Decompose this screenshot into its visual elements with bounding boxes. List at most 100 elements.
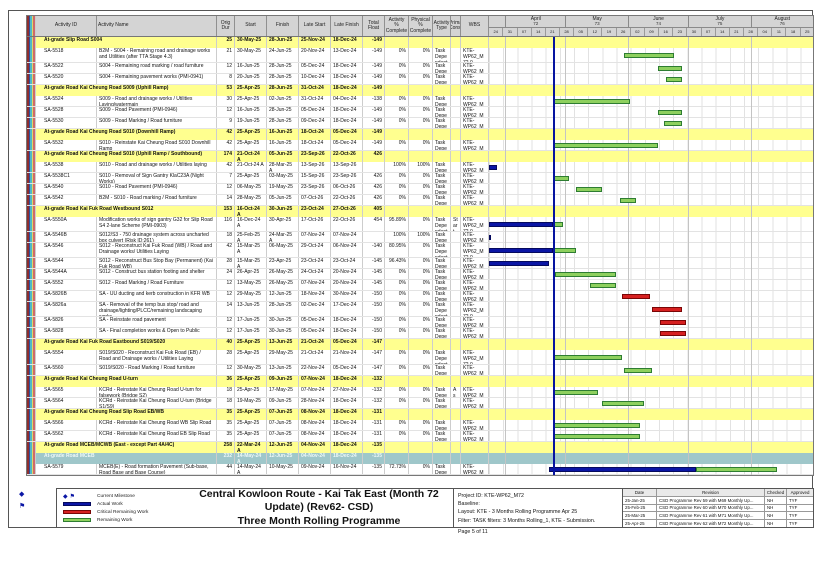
remaining-work-bar[interactable] bbox=[623, 368, 652, 373]
critical-remaining-bar[interactable] bbox=[621, 294, 650, 299]
task-row[interactable]: SA-5538C1 S010 - Removal of Sign Gantry K… bbox=[27, 173, 813, 184]
column-header-ls[interactable]: Late Start bbox=[299, 16, 331, 36]
group-band-row[interactable]: At-grade Road MCEB 232 14-May-24 A 12-Jun-2… bbox=[27, 453, 813, 464]
cell-ap: 0% bbox=[385, 302, 409, 316]
remaining-work-bar[interactable] bbox=[658, 66, 683, 71]
cell-ap: 0% bbox=[385, 269, 409, 279]
column-header-wbs[interactable]: WBS bbox=[461, 16, 489, 36]
group-header-row[interactable]: At-grade Road Kai Cheung Road S009 (Uphi… bbox=[27, 85, 813, 96]
revision-row[interactable]: 25-Jan-25 CSD Programme Rev 59 with M69 M… bbox=[623, 496, 813, 505]
task-row[interactable]: SA-5538 S010 - Road and drainage works / … bbox=[27, 162, 813, 173]
month-label: July bbox=[715, 16, 725, 22]
task-row[interactable]: SA-5550A Modification works of sign gantr… bbox=[27, 217, 813, 232]
remaining-work-bar[interactable] bbox=[575, 187, 602, 192]
critical-remaining-bar[interactable] bbox=[660, 331, 687, 336]
task-row[interactable]: SA-5544 S012 - Reconstruct Bus Stop Bay (… bbox=[27, 258, 813, 269]
remaining-work-bar[interactable] bbox=[553, 355, 622, 360]
remaining-work-bar[interactable] bbox=[666, 77, 683, 82]
column-header-pc[interactable]: Prima Const bbox=[451, 16, 461, 36]
cell-od: 12 bbox=[217, 365, 235, 375]
remaining-work-bar[interactable] bbox=[664, 121, 683, 126]
task-row[interactable]: SA-5522 S004 - Remaining road marking / r… bbox=[27, 63, 813, 74]
revision-row[interactable]: 25-Apr-25 CSD Programme Rev 62 with M72 M… bbox=[623, 520, 813, 527]
task-row[interactable]: SA-5546 S012 - Reconstruct Kai Fuk Road (… bbox=[27, 243, 813, 258]
cell-tf: -150 bbox=[363, 317, 385, 327]
remaining-work-bar[interactable] bbox=[658, 110, 683, 115]
task-row[interactable]: SA-5530 S009 - Road Marking / Road furnit… bbox=[27, 118, 813, 129]
task-row[interactable]: SA-5518 B2M - S004 - Remaining road and d… bbox=[27, 48, 813, 63]
cell-ls: 05-Dec-24 bbox=[299, 63, 331, 73]
remaining-work-bar[interactable] bbox=[623, 53, 675, 58]
critical-remaining-bar[interactable] bbox=[652, 307, 683, 312]
actual-work-bar[interactable] bbox=[549, 467, 697, 472]
actual-work-bar[interactable] bbox=[489, 261, 550, 266]
task-row[interactable]: SA-5564 KCRd - Reinstate Kai Cheung Road … bbox=[27, 398, 813, 409]
remaining-work-bar[interactable] bbox=[553, 248, 576, 253]
task-row[interactable]: SA-5546B S012/S3 - 750 drainage system ac… bbox=[27, 232, 813, 243]
actual-work-bar[interactable] bbox=[489, 165, 498, 170]
remaining-work-bar[interactable] bbox=[553, 390, 598, 395]
remaining-work-bar[interactable] bbox=[553, 423, 640, 428]
revision-row[interactable]: 25-Mar-25 CSD Programme Rev 61 with M71 M… bbox=[623, 512, 813, 521]
task-row[interactable]: SA-5562 KCRd - Reinstate Kai Cheung Road … bbox=[27, 431, 813, 442]
task-row[interactable]: SA-5565 KCRd - Reinstate Kai Cheung Road … bbox=[27, 387, 813, 398]
remaining-work-bar[interactable] bbox=[553, 99, 630, 104]
actual-work-bar[interactable] bbox=[489, 235, 491, 240]
remaining-work-bar[interactable] bbox=[601, 401, 644, 406]
column-header-ap[interactable]: Activity % Complete bbox=[385, 16, 409, 36]
remaining-work-bar[interactable] bbox=[555, 272, 616, 277]
group-header-row[interactable]: At-grade Road Kai Cheung Road Slip Road … bbox=[27, 409, 813, 420]
task-row[interactable]: SA-5560 S019/S020 - Road Marking / Road f… bbox=[27, 365, 813, 376]
task-row[interactable]: SA-5540 S010 - Road Pavement (PMI-0946) 12… bbox=[27, 184, 813, 195]
task-row[interactable]: SA-5826 SA - Reinstate road pavement 12 17-… bbox=[27, 317, 813, 328]
group-header-row[interactable]: At-grade Road Kai Cheung Road U-turn 36 25… bbox=[27, 376, 813, 387]
task-row[interactable]: SA-5528 S009 - Road Pavement (PMI-0946) 12… bbox=[27, 107, 813, 118]
remaining-work-bar[interactable] bbox=[553, 143, 659, 148]
task-row[interactable]: SA-5532 S010 - Reinstate Kai Cheung Road … bbox=[27, 140, 813, 151]
task-row[interactable]: SA-5552 S012 - Road Marking / Road Furnit… bbox=[27, 280, 813, 291]
gantt-cell bbox=[489, 376, 813, 387]
remaining-work-bar[interactable] bbox=[696, 467, 777, 472]
task-row[interactable]: SA-5828 SA - Final completion works & Ope… bbox=[27, 328, 813, 339]
data-date-line[interactable] bbox=[553, 37, 556, 475]
group-header-row[interactable]: At-grade Slip Road S004 25 30-May-25 28-Jun… bbox=[27, 37, 813, 48]
group-header-row[interactable]: At-grade Road MCEB/MCWB (East - except P… bbox=[27, 442, 813, 453]
row-band-stripes bbox=[27, 269, 36, 279]
actual-legend-icon bbox=[63, 502, 93, 506]
task-row[interactable]: SA-5579 MCEB(E) - Road formation Pavement… bbox=[27, 464, 813, 475]
group-header-row[interactable]: At-grade Road Kai Fuk Road Westbound S01… bbox=[27, 206, 813, 217]
remaining-work-bar[interactable] bbox=[553, 176, 570, 181]
task-row[interactable]: SA-5520 S004 - Remaining pavement works (… bbox=[27, 74, 813, 85]
task-row[interactable]: SA-5542 B2M - S010 - Road marking / Road … bbox=[27, 195, 813, 206]
task-row[interactable]: SA-5524 S009 - Road and drainage works / … bbox=[27, 96, 813, 107]
group-header-row[interactable]: At-grade Road Kai Cheung Road S010 (Down… bbox=[27, 129, 813, 140]
column-header-tf[interactable]: Total Float bbox=[363, 16, 385, 36]
revision-row[interactable]: 25-Feb-25 CSD Programme Rev 60 with M70 M… bbox=[623, 504, 813, 513]
cell-at bbox=[433, 409, 451, 420]
actual-work-bar[interactable] bbox=[489, 222, 554, 227]
column-header-lf[interactable]: Late Finish bbox=[331, 16, 363, 36]
task-row[interactable]: SA-5826B SA - UU ducting and kerb constru… bbox=[27, 291, 813, 302]
column-header-start[interactable]: Start bbox=[235, 16, 267, 36]
column-header-name[interactable]: Activity Name bbox=[97, 16, 217, 36]
cell-ap bbox=[385, 206, 409, 217]
remaining-work-bar[interactable] bbox=[589, 283, 616, 288]
group-header-row[interactable]: At-grade Road Kai Fuk Road Eastbound S01… bbox=[27, 339, 813, 350]
column-header-od[interactable]: Orig Dur bbox=[217, 16, 235, 36]
task-row[interactable]: SA-5544A S012 - Construct bus station foo… bbox=[27, 269, 813, 280]
task-row[interactable]: SA-5826a SA - Removal of the temp bus sto… bbox=[27, 302, 813, 317]
cell-pc bbox=[451, 420, 461, 430]
actual-work-bar[interactable] bbox=[489, 248, 554, 253]
column-header-at[interactable]: Activity Type bbox=[433, 16, 451, 36]
remaining-work-bar[interactable] bbox=[553, 434, 640, 439]
column-header-id[interactable]: Activity ID bbox=[36, 16, 97, 36]
task-row[interactable]: SA-5554 S019/S020 - Reconstruct Kai Fuk R… bbox=[27, 350, 813, 365]
column-header-finish[interactable]: Finish bbox=[267, 16, 299, 36]
cell-pp: 0% bbox=[409, 291, 433, 301]
critical-remaining-bar[interactable] bbox=[660, 320, 687, 325]
column-header-pp[interactable]: Physical % Complete bbox=[409, 16, 433, 36]
group-header-row[interactable]: At-grade Road Kai Cheung Road S010 (Uphi… bbox=[27, 151, 813, 162]
task-row[interactable]: SA-5566 KCRd - Reinstate Kai Cheung Road … bbox=[27, 420, 813, 431]
remaining-work-bar[interactable] bbox=[619, 198, 636, 203]
cell-at bbox=[433, 151, 451, 162]
